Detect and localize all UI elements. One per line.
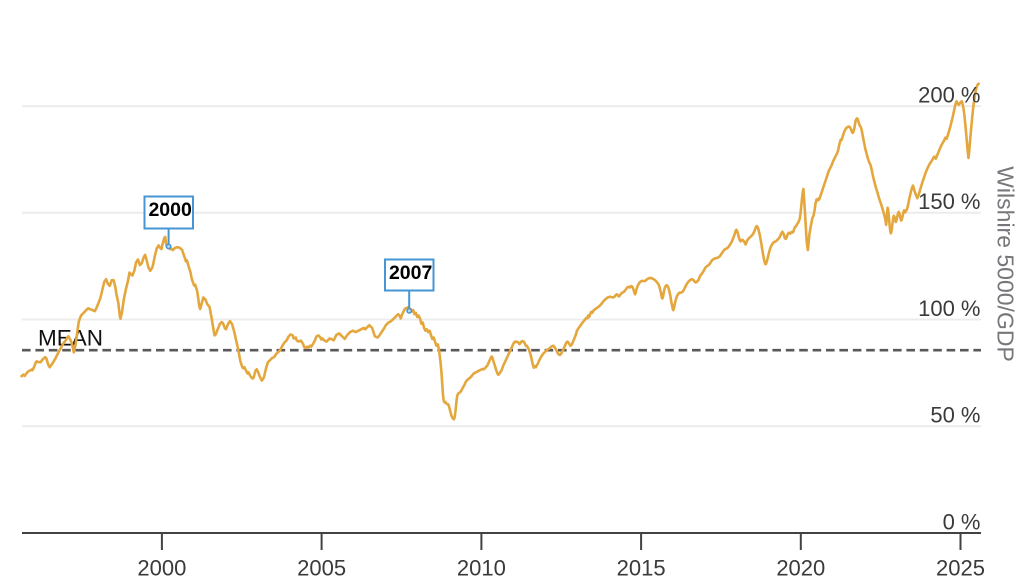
svg-text:2005: 2005 [297,556,346,581]
svg-text:0 %: 0 % [943,509,981,534]
svg-text:2010: 2010 [457,556,506,581]
svg-text:100 %: 100 % [918,296,980,321]
svg-text:150 %: 150 % [918,189,980,214]
svg-text:2007: 2007 [389,262,432,284]
svg-text:200 %: 200 % [918,83,980,108]
svg-text:50 %: 50 % [930,403,980,428]
svg-text:2025: 2025 [936,556,985,581]
svg-text:2020: 2020 [776,556,825,581]
svg-text:Wilshire 5000/GDP: Wilshire 5000/GDP [993,166,1019,362]
svg-text:2015: 2015 [617,556,666,581]
svg-text:2000: 2000 [137,556,186,581]
svg-text:2000: 2000 [148,199,192,221]
